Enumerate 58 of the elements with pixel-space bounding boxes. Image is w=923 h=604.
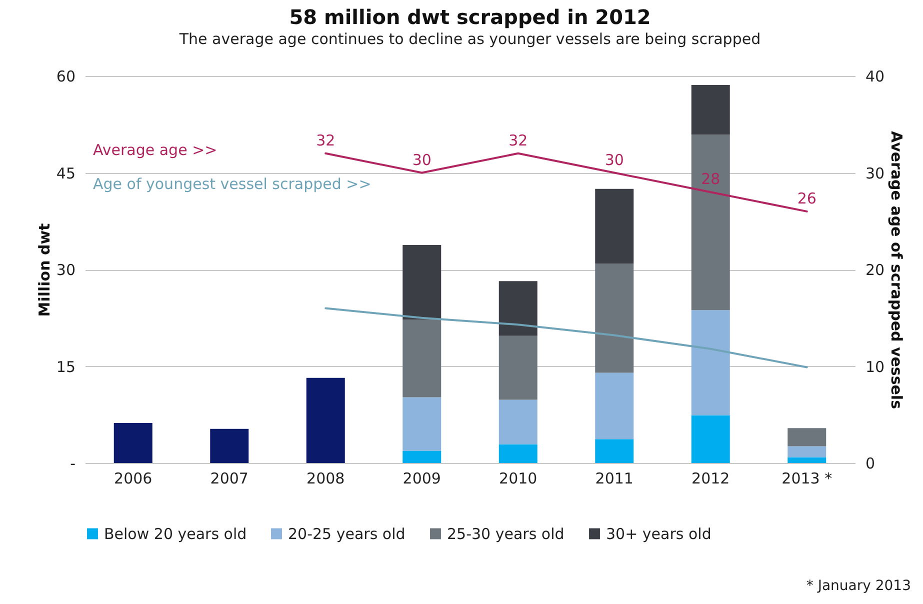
x-tick-label: 2009 (402, 470, 441, 488)
bar (402, 244, 442, 320)
legend-label: 25-30 years old (447, 524, 564, 543)
y-axis-title: Million dwt (35, 223, 54, 317)
legend-label: Below 20 years old (104, 524, 247, 543)
bar (691, 85, 730, 135)
data-label: 26 (797, 189, 816, 208)
y2-tick-label: 30 (866, 164, 885, 182)
bar (691, 415, 730, 463)
y2-axis-title: Average age of scrapped vessels (888, 131, 906, 410)
y-tick-label: 60 (56, 68, 76, 86)
bar (788, 428, 826, 446)
x-tick-label: 2011 (595, 470, 634, 488)
x-tick-label: 2010 (499, 470, 538, 488)
text: Age of youngest vessel scrapped >> (93, 175, 372, 193)
bar (498, 281, 538, 336)
bar (595, 264, 634, 373)
y-tick-label: 45 (56, 164, 76, 182)
bar (402, 320, 442, 398)
bar (595, 372, 634, 440)
data-label: 32 (508, 131, 528, 150)
y-tick-label: 15 (56, 358, 76, 376)
bar (691, 134, 730, 310)
y-tick-label: - (70, 454, 76, 472)
x-tick-label: 2008 (306, 470, 345, 488)
y2-tick-label: 40 (866, 68, 885, 86)
bar (306, 378, 345, 463)
y2-tick-label: 10 (866, 358, 885, 376)
bar (498, 400, 538, 444)
bar (210, 428, 249, 463)
text: * January 2013 (806, 578, 911, 594)
bar (402, 397, 442, 451)
legend-label: 20-25 years old (288, 524, 406, 543)
y2-tick-label: 0 (866, 454, 876, 472)
line-series (324, 307, 808, 368)
bar (691, 310, 730, 416)
x-tick-label: 2013 * (782, 470, 833, 488)
y-tick-label: 30 (56, 261, 76, 279)
data-label: 28 (701, 170, 720, 188)
chart-title: 58 million dwt scrapped in 2012 (289, 5, 651, 29)
chart-subtitle: The average age continues to decline as younger vessels are being scrapped (178, 30, 761, 48)
x-tick-label: 2007 (210, 470, 248, 488)
bar (114, 423, 152, 463)
data-label: 30 (604, 150, 624, 169)
bar (402, 450, 442, 463)
x-tick-label: 2006 (114, 470, 152, 488)
y2-tick-label: 20 (866, 261, 885, 279)
bar (595, 188, 634, 264)
text: Average age >> (93, 141, 218, 159)
bar (595, 439, 634, 463)
bar (788, 457, 826, 463)
data-label: 30 (412, 150, 432, 169)
bar (498, 444, 538, 463)
data-label: 32 (316, 131, 336, 150)
bar (498, 336, 538, 400)
legend-label: 30+ years old (606, 524, 712, 543)
x-tick-label: 2012 (692, 470, 730, 488)
bar (788, 446, 826, 458)
